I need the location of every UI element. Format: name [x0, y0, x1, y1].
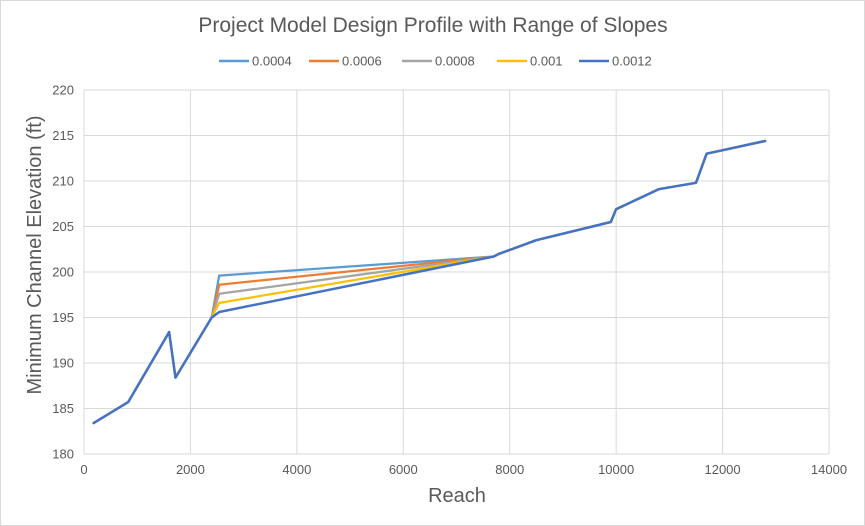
- series-lines: [92, 139, 767, 425]
- legend-label: 0.001: [530, 54, 563, 69]
- chart-title: Project Model Design Profile with Range …: [198, 14, 667, 37]
- legend: 0.0004 0.0006 0.0008 0.001 0.0012: [219, 54, 652, 69]
- x-tick-label: 14000: [811, 462, 847, 477]
- legend-label: 0.0006: [342, 54, 382, 69]
- y-tick-label: 220: [52, 83, 74, 98]
- y-tick-label: 190: [52, 356, 74, 371]
- y-tick-label: 215: [52, 128, 74, 143]
- legend-label: 0.0008: [435, 54, 475, 69]
- x-tick-label: 0: [80, 462, 87, 477]
- x-tick-label: 4000: [282, 462, 311, 477]
- y-tick-label: 210: [52, 174, 74, 189]
- x-axis-title: Reach: [428, 485, 486, 507]
- x-axis-ticks: 0 2000 4000 6000 8000 10000 12000 14000: [80, 462, 847, 477]
- y-axis-title: Minimum Channel Elevation (ft): [24, 116, 46, 395]
- y-tick-label: 180: [52, 447, 74, 462]
- y-tick-label: 185: [52, 401, 74, 416]
- legend-label: 0.0004: [252, 54, 292, 69]
- legend-label: 0.0012: [612, 54, 652, 69]
- y-tick-label: 205: [52, 219, 74, 234]
- series-line-1: [92, 139, 767, 425]
- x-tick-label: 6000: [389, 462, 418, 477]
- series-line-0: [92, 139, 767, 425]
- series-line-3: [92, 139, 767, 425]
- grid: [83, 89, 830, 455]
- y-tick-label: 195: [52, 310, 74, 325]
- series-line-4: [92, 139, 767, 425]
- x-tick-label: 12000: [704, 462, 740, 477]
- x-tick-label: 8000: [495, 462, 524, 477]
- y-axis-ticks: 180 185 190 195 200 205 210 215 220: [52, 83, 74, 462]
- x-tick-label: 10000: [598, 462, 634, 477]
- series-line-2: [92, 139, 767, 425]
- x-tick-label: 2000: [176, 462, 205, 477]
- y-tick-label: 200: [52, 265, 74, 280]
